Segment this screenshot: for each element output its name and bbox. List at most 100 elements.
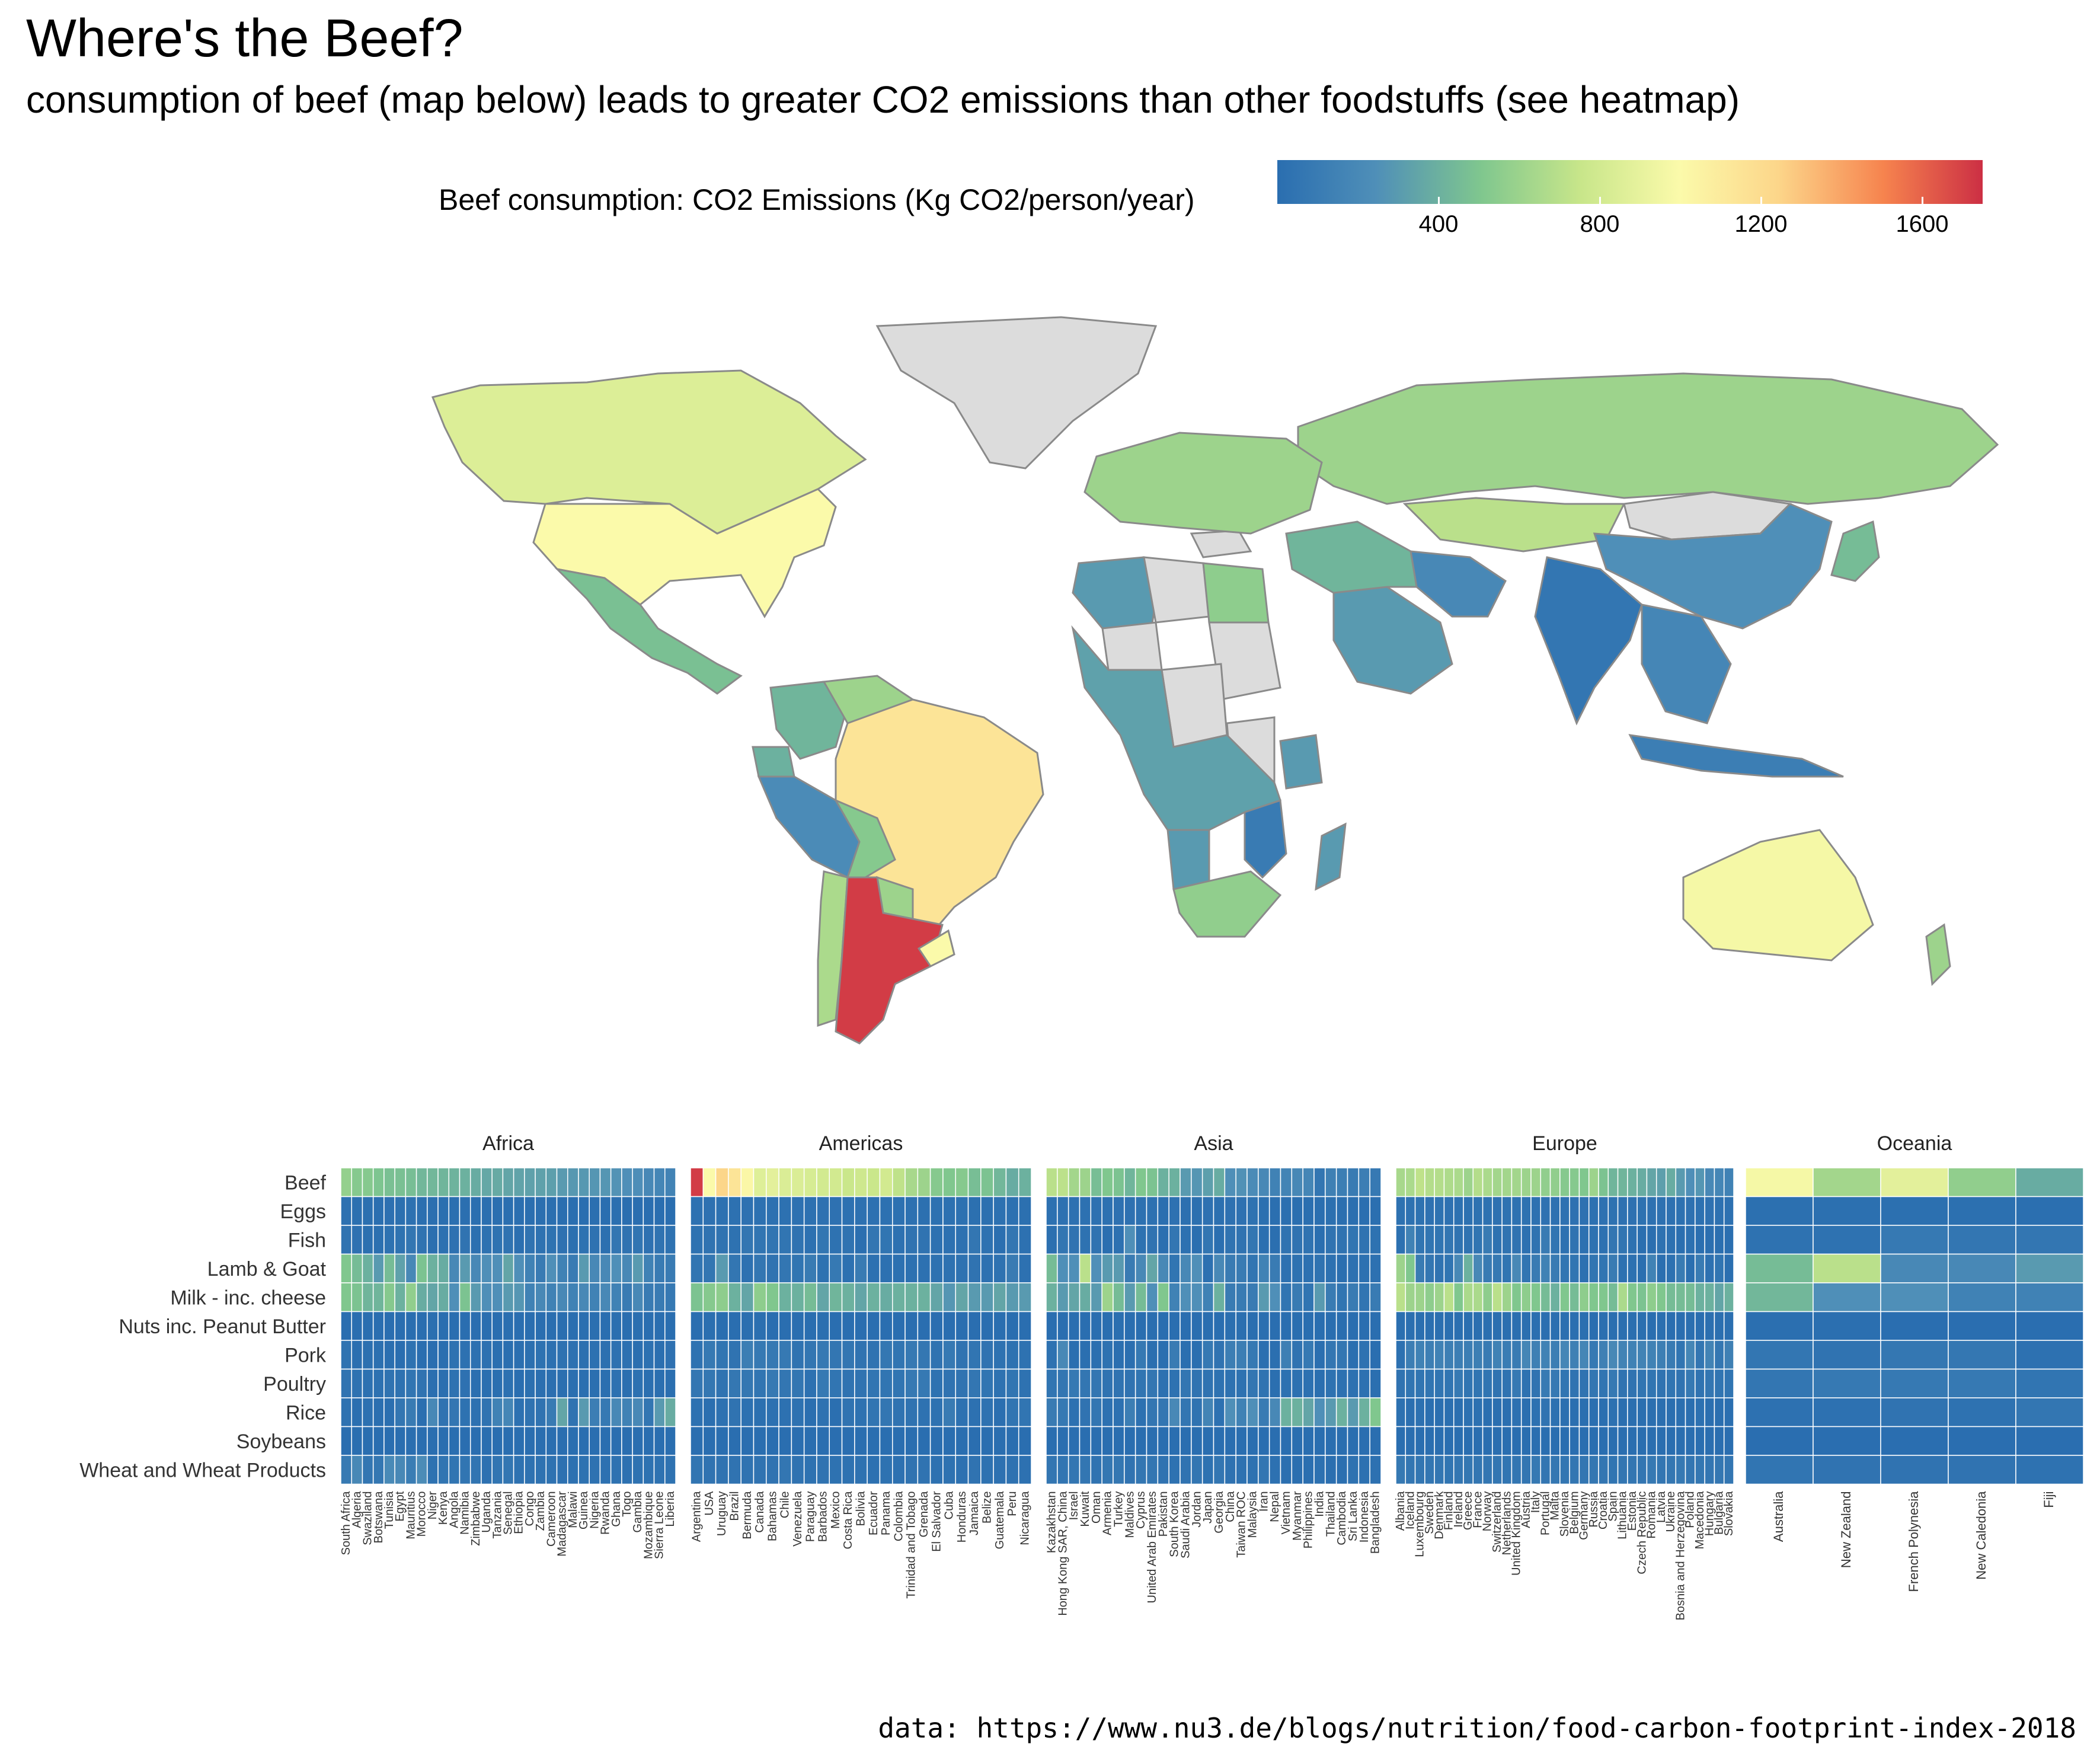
heatmap-cell bbox=[904, 1455, 919, 1485]
heatmap-cell bbox=[1646, 1167, 1657, 1197]
heatmap-cell bbox=[383, 1225, 395, 1255]
heatmap-cell bbox=[753, 1397, 767, 1428]
heatmap-cell bbox=[1313, 1196, 1326, 1226]
heatmap-cell bbox=[1258, 1196, 1270, 1226]
heatmap-cell bbox=[1569, 1426, 1580, 1456]
heatmap-cell bbox=[535, 1253, 547, 1283]
heatmap-cell bbox=[854, 1455, 868, 1485]
heatmap-cell bbox=[690, 1282, 704, 1312]
heatmap-cell bbox=[1453, 1368, 1464, 1398]
heatmap-cell bbox=[904, 1311, 919, 1341]
heatmap-cell bbox=[1235, 1455, 1248, 1485]
heatmap-column-label: Ghana bbox=[610, 1491, 623, 1527]
heatmap-cell bbox=[1675, 1225, 1686, 1255]
heatmap-cell bbox=[469, 1253, 482, 1283]
heatmap-cell bbox=[502, 1311, 514, 1341]
heatmap-cell bbox=[1675, 1253, 1686, 1283]
heatmap-cell bbox=[1511, 1282, 1522, 1312]
heatmap-cell bbox=[2015, 1167, 2084, 1197]
heatmap-column-label: Poland bbox=[1684, 1492, 1697, 1528]
heatmap-cell bbox=[1453, 1282, 1464, 1312]
heatmap-cell bbox=[1079, 1196, 1092, 1226]
heatmap-column-label: Mauritius bbox=[404, 1492, 417, 1540]
heatmap-cell bbox=[1598, 1368, 1609, 1398]
heatmap-column-label: Croatia bbox=[1597, 1491, 1610, 1529]
heatmap-cell bbox=[980, 1225, 994, 1255]
heatmap-cell bbox=[904, 1196, 919, 1226]
heatmap-cell bbox=[1302, 1282, 1315, 1312]
heatmap-cell bbox=[740, 1426, 755, 1456]
heatmap-cell bbox=[993, 1426, 1007, 1456]
heatmap-cell bbox=[1530, 1397, 1542, 1428]
heatmap-column-label: Kazakhstan bbox=[1045, 1492, 1058, 1554]
heatmap-cell bbox=[728, 1397, 741, 1428]
heatmap-cell bbox=[1280, 1253, 1293, 1283]
heatmap-cell bbox=[340, 1253, 352, 1283]
heatmap-column-label: Australia bbox=[1771, 1491, 1786, 1542]
heatmap-cell bbox=[405, 1282, 417, 1312]
heatmap-cell bbox=[556, 1167, 568, 1197]
heatmap-cell bbox=[610, 1225, 622, 1255]
heatmap-column-label: USA bbox=[703, 1491, 716, 1516]
heatmap-cell bbox=[955, 1225, 969, 1255]
heatmap-cell bbox=[545, 1253, 558, 1283]
heatmap-cell bbox=[879, 1282, 893, 1312]
heatmap-cell bbox=[1224, 1368, 1236, 1398]
heatmap-cell bbox=[621, 1253, 633, 1283]
heatmap-cell bbox=[469, 1311, 482, 1341]
heatmap-cell bbox=[1627, 1340, 1638, 1370]
heatmap-cell bbox=[1588, 1225, 1599, 1255]
heatmap-cell bbox=[632, 1340, 644, 1370]
heatmap-cell bbox=[1434, 1167, 1445, 1197]
heatmap-cell bbox=[728, 1311, 741, 1341]
heatmap-cell bbox=[2015, 1282, 2084, 1312]
heatmap-cell bbox=[1414, 1253, 1425, 1283]
heatmap-column-label: Niger bbox=[426, 1491, 439, 1519]
heatmap-cell bbox=[372, 1196, 385, 1226]
heatmap-cell bbox=[1578, 1282, 1590, 1312]
heatmap-cell bbox=[1655, 1167, 1667, 1197]
heatmap-cell bbox=[1291, 1282, 1303, 1312]
heatmap-cell bbox=[1291, 1455, 1303, 1485]
heatmap-cell bbox=[942, 1253, 956, 1283]
heatmap-column-label: Mexico bbox=[829, 1492, 842, 1529]
heatmap-cell bbox=[589, 1311, 601, 1341]
heatmap-cell bbox=[1578, 1397, 1590, 1428]
heatmap-cell bbox=[1191, 1311, 1203, 1341]
heatmap-column-label: Israel bbox=[1067, 1492, 1081, 1521]
heatmap-cell bbox=[1291, 1253, 1303, 1283]
heatmap-cell bbox=[1201, 1368, 1214, 1398]
heatmap-cell bbox=[1588, 1340, 1599, 1370]
heatmap-cell bbox=[766, 1397, 779, 1428]
heatmap-cell bbox=[459, 1282, 471, 1312]
heatmap-cell bbox=[351, 1311, 363, 1341]
heatmap-cell bbox=[1018, 1426, 1032, 1456]
heatmap-cell bbox=[1559, 1368, 1570, 1398]
heatmap-cell bbox=[740, 1225, 755, 1255]
heatmap-cell bbox=[841, 1311, 855, 1341]
heatmap-cell bbox=[1414, 1225, 1425, 1255]
heatmap-cell bbox=[1569, 1340, 1580, 1370]
heatmap-cell bbox=[1627, 1368, 1638, 1398]
heatmap-cell bbox=[791, 1455, 805, 1485]
heatmap-cell bbox=[1675, 1282, 1686, 1312]
heatmap-cell bbox=[664, 1340, 676, 1370]
heatmap-cell bbox=[1646, 1340, 1657, 1370]
heatmap-cell bbox=[1695, 1167, 1705, 1197]
heatmap-cell bbox=[1501, 1311, 1513, 1341]
heatmap-cell bbox=[1191, 1253, 1203, 1283]
heatmap-cell bbox=[1714, 1340, 1725, 1370]
heatmap-cell bbox=[340, 1196, 352, 1226]
heatmap-cell bbox=[491, 1397, 504, 1428]
heatmap-cell bbox=[1598, 1196, 1609, 1226]
heatmap-cell bbox=[1101, 1196, 1114, 1226]
heatmap-cell bbox=[942, 1455, 956, 1485]
heatmap-cell bbox=[1424, 1426, 1435, 1456]
heatmap-cell bbox=[1090, 1311, 1102, 1341]
heatmap-cell bbox=[1501, 1253, 1513, 1283]
heatmap-cell bbox=[1704, 1167, 1715, 1197]
heatmap-cell bbox=[1745, 1253, 1814, 1283]
heatmap-cell bbox=[1714, 1311, 1725, 1341]
heatmap-cell bbox=[1704, 1225, 1715, 1255]
heatmap-cell bbox=[1313, 1253, 1326, 1283]
